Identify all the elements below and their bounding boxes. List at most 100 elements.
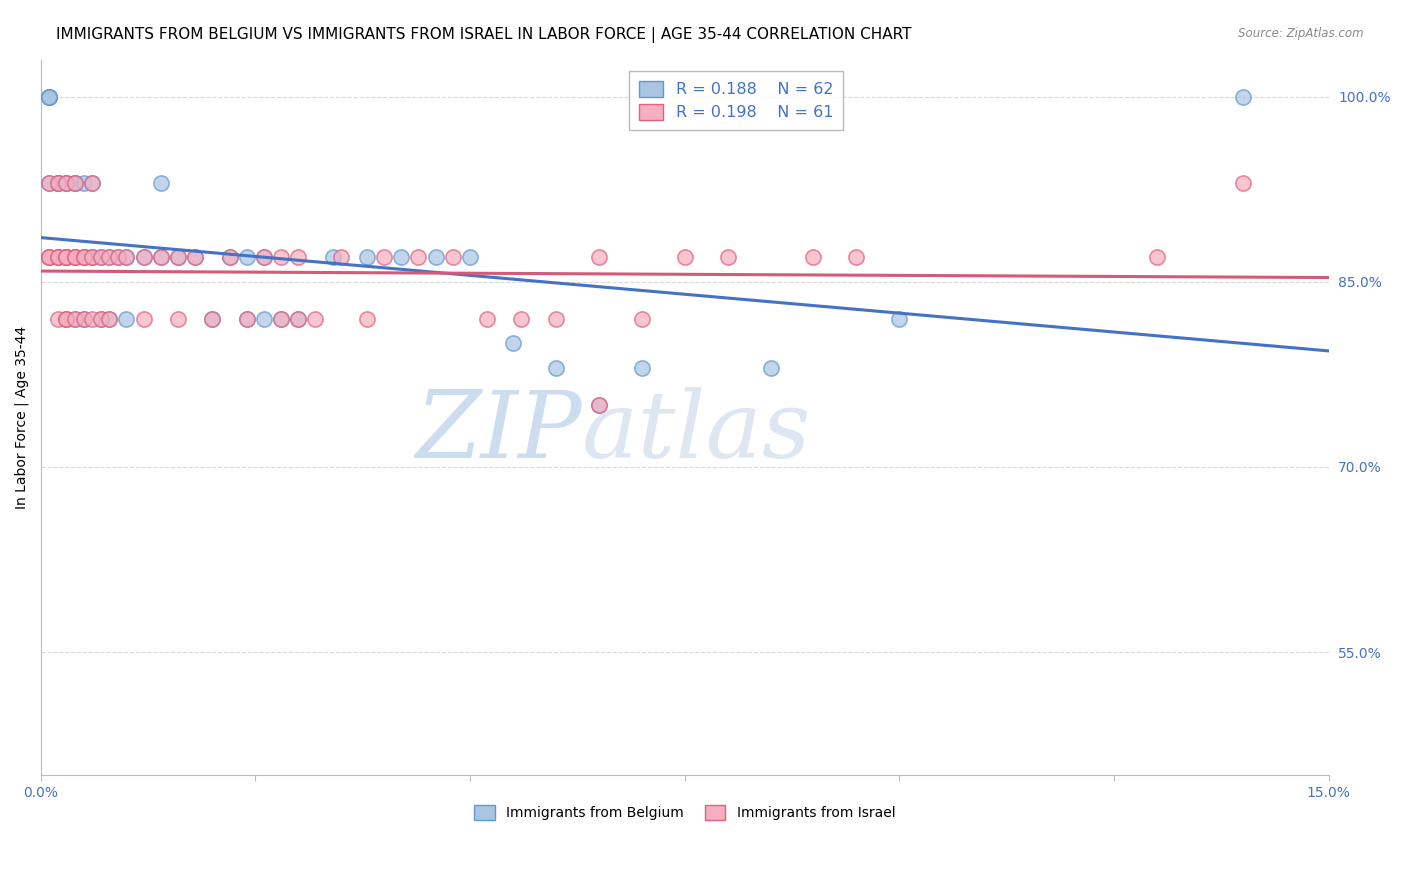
Point (458, 250, 481, 264)
Point (1232, 89, 1254, 103)
Point (38, 176, 60, 190)
Point (389, 250, 412, 264)
Point (115, 311, 138, 326)
Point (98, 311, 121, 326)
Point (235, 311, 257, 326)
Point (184, 250, 207, 264)
Point (55, 250, 77, 264)
Point (167, 311, 190, 326)
Point (72, 250, 94, 264)
Point (63, 250, 86, 264)
Point (235, 311, 257, 326)
Point (55, 311, 77, 326)
Point (55, 250, 77, 264)
Point (55, 176, 77, 190)
Point (63, 311, 86, 326)
Point (38, 250, 60, 264)
Point (167, 250, 190, 264)
Point (149, 250, 172, 264)
Point (304, 311, 326, 326)
Point (72, 311, 94, 326)
Point (235, 250, 257, 264)
Point (46, 311, 69, 326)
Point (82, 176, 104, 190)
Point (38, 250, 60, 264)
Point (46, 250, 69, 264)
Point (107, 250, 129, 264)
Point (115, 250, 138, 264)
Point (845, 250, 868, 264)
Point (55, 176, 77, 190)
Point (149, 176, 172, 190)
Point (82, 250, 104, 264)
Point (46, 250, 69, 264)
Point (356, 311, 378, 326)
Point (218, 250, 240, 264)
Point (63, 176, 86, 190)
Point (90, 311, 112, 326)
Point (201, 311, 224, 326)
Point (502, 336, 524, 351)
Text: Source: ZipAtlas.com: Source: ZipAtlas.com (1239, 27, 1364, 40)
Point (287, 311, 309, 326)
Point (55, 250, 77, 264)
Point (63, 250, 86, 264)
Point (441, 250, 464, 264)
Point (373, 250, 395, 264)
Point (82, 250, 104, 264)
Point (149, 250, 172, 264)
Point (510, 311, 533, 326)
Point (287, 311, 309, 326)
Point (72, 311, 94, 326)
Point (889, 311, 911, 326)
Point (630, 311, 652, 326)
Point (63, 176, 86, 190)
Point (588, 398, 610, 412)
Point (82, 176, 104, 190)
Point (72, 176, 94, 190)
Point (716, 250, 738, 264)
Point (270, 311, 292, 326)
Legend: Immigrants from Belgium, Immigrants from Israel: Immigrants from Belgium, Immigrants from… (468, 800, 901, 826)
Point (38, 89, 60, 103)
Point (270, 311, 292, 326)
Point (55, 176, 77, 190)
Point (253, 311, 276, 326)
Point (63, 311, 86, 326)
Point (253, 250, 276, 264)
Point (55, 250, 77, 264)
Point (425, 250, 447, 264)
Point (544, 361, 567, 376)
Point (82, 311, 104, 326)
Point (63, 250, 86, 264)
Point (55, 250, 77, 264)
Point (132, 250, 155, 264)
Point (55, 250, 77, 264)
Point (330, 250, 353, 264)
Point (38, 89, 60, 103)
Point (90, 250, 112, 264)
Point (356, 250, 378, 264)
Point (38, 176, 60, 190)
Point (55, 250, 77, 264)
Y-axis label: In Labor Force | Age 35-44: In Labor Force | Age 35-44 (15, 326, 30, 509)
Point (201, 311, 224, 326)
Point (90, 250, 112, 264)
Text: ZIP: ZIP (415, 387, 582, 477)
Point (1146, 250, 1168, 264)
Point (759, 361, 782, 376)
Point (72, 250, 94, 264)
Point (544, 311, 567, 326)
Point (90, 311, 112, 326)
Point (588, 398, 610, 412)
Point (55, 250, 77, 264)
Point (38, 250, 60, 264)
Point (184, 250, 207, 264)
Point (218, 250, 240, 264)
Point (72, 250, 94, 264)
Point (107, 250, 129, 264)
Point (46, 176, 69, 190)
Point (46, 176, 69, 190)
Point (287, 250, 309, 264)
Point (98, 250, 121, 264)
